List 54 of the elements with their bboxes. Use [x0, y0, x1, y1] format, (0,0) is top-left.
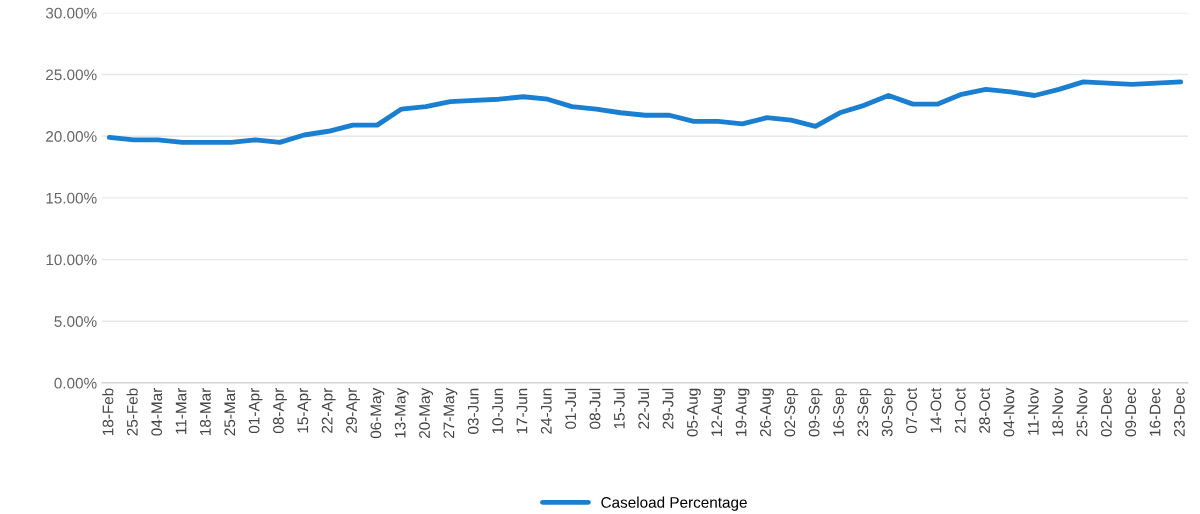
x-tick-label: 25-Mar [224, 388, 236, 436]
x-tick-label: 11-Nov [1028, 387, 1039, 435]
x-tick-label: 29-Jul [662, 388, 674, 429]
x-tick-label: 19-Aug [735, 388, 750, 436]
x-tick-label: 10-Jun [492, 388, 503, 434]
y-tick-label: 20.00% [46, 131, 97, 142]
x-tick-label: 25-Feb [126, 388, 138, 436]
x-tick-label: 18-Nov [1052, 387, 1064, 436]
x-tick-label: 05-Aug [686, 388, 701, 437]
x-tick-label: 15-Jul [613, 388, 625, 429]
y-tick-label: 0.00% [54, 377, 97, 389]
x-tick-label: 29-Apr [346, 388, 360, 433]
y-tick-label: 5.00% [54, 316, 97, 327]
x-tick-label: 28-Oct [979, 387, 990, 433]
x-tick-label: 21-Oct [954, 387, 966, 433]
x-tick-label: 18-Mar [199, 388, 211, 436]
line-series [106, 79, 1184, 145]
x-tick-label: 15-Apr [297, 388, 312, 433]
y-tick-label: 15.00% [46, 192, 97, 204]
x-tick-label: 04-Nov [1003, 387, 1015, 437]
x-tick-label: 16-Sep [833, 388, 847, 436]
x-tick-label: 03-Jun [467, 388, 479, 434]
y-tick-label: 10.00% [46, 254, 97, 266]
x-tick-label: 09-Sep [808, 388, 823, 437]
x-tick-label: 01-Apr [248, 388, 263, 434]
x-tick-label: 01-Jul [564, 388, 577, 429]
x-tick-label: 22-Jul [637, 388, 650, 429]
x-tick-label: 13-May [394, 387, 409, 438]
x-tick-label: 25-Nov [1076, 387, 1088, 437]
x-tick-label: 14-Oct [930, 387, 942, 433]
x-tick-label: 02-Dec [1100, 388, 1112, 437]
x-tick-label: 08-Jul [589, 388, 601, 429]
x-tick-label: 07-Oct [906, 387, 917, 434]
x-tick-label: 30-Sep [881, 388, 896, 437]
x-tick-label: 27-May [443, 387, 458, 438]
legend-label: Caseload Percentage [601, 496, 747, 511]
y-tick-label: 25.00% [46, 69, 97, 81]
x-tick-label: 04-Mar [151, 388, 163, 436]
x-tick-label: 23-Sep [857, 388, 872, 437]
x-tick-label: 02-Sep [784, 388, 799, 437]
x-tick-label: 09-Dec [1125, 388, 1137, 437]
x-tick-label: 08-Apr [273, 388, 287, 434]
x-tick-label: 20-May [419, 387, 433, 438]
x-tick-label: 22-Apr [321, 388, 336, 433]
y-tick-label: 30.00% [45, 7, 97, 19]
x-tick-label: 11-Mar [175, 388, 187, 434]
x-tick-label: 23-Dec [1173, 388, 1185, 437]
x-tick-label: 16-Dec [1149, 388, 1161, 436]
x-tick-label: 24-Jun [540, 388, 552, 434]
x-tick-label: 12-Aug [711, 388, 726, 436]
x-tick-label: 26-Aug [760, 388, 774, 437]
x-tick-label: 06-May [370, 387, 385, 439]
x-tick-label: 18-Feb [102, 388, 114, 436]
x-tick-label: 17-Jun [516, 388, 528, 434]
